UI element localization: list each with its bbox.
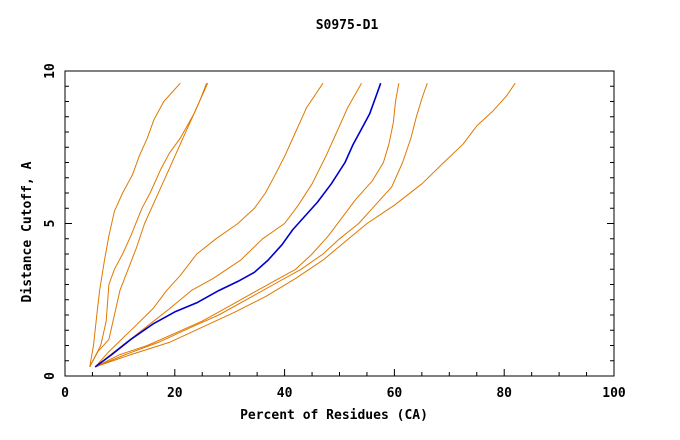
y-axis-label: Distance Cutoff, A xyxy=(20,161,35,302)
series-line-5 xyxy=(94,82,362,368)
series-line-9 xyxy=(95,82,516,368)
y-tick-label: 0 xyxy=(43,372,58,380)
series-line-2 xyxy=(89,82,209,368)
series-line-3 xyxy=(89,83,208,368)
series-layer xyxy=(89,82,516,368)
series-line-highlight xyxy=(94,82,382,368)
x-tick-label: 40 xyxy=(277,386,293,401)
x-tick-label: 0 xyxy=(61,386,69,401)
series-line-1 xyxy=(89,82,181,367)
plot-area xyxy=(64,70,615,377)
chart-title: S0975-D1 xyxy=(316,18,379,33)
x-axis: 0 20 40 60 80 100 xyxy=(61,369,626,401)
series-line-4 xyxy=(94,82,324,368)
x-tick-label: 100 xyxy=(602,386,626,401)
x-tick-label: 80 xyxy=(496,386,512,401)
series-line-8 xyxy=(95,83,428,368)
y-tick-label: 5 xyxy=(43,220,58,228)
x-tick-label: 60 xyxy=(387,386,403,401)
y-axis: 0 5 10 xyxy=(43,63,614,380)
y-tick-label: 10 xyxy=(43,63,58,79)
x-tick-label: 20 xyxy=(167,386,183,401)
x-axis-label: Percent of Residues (CA) xyxy=(240,408,428,423)
series-line-7 xyxy=(94,83,400,368)
plot-frame xyxy=(64,70,615,377)
